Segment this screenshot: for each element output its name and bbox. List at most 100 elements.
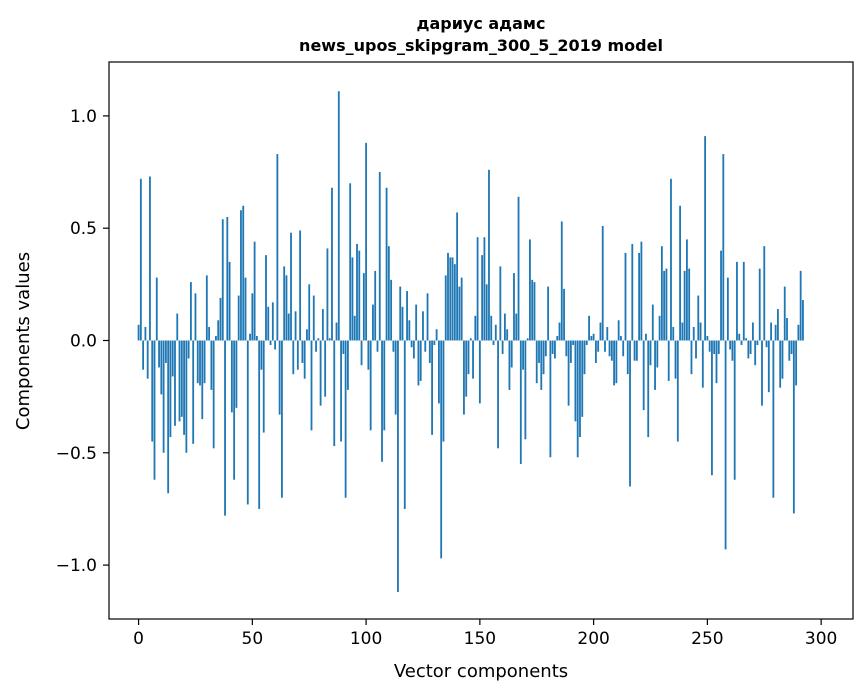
bar — [513, 273, 515, 341]
bar — [726, 277, 729, 341]
bar — [494, 324, 497, 341]
bar — [715, 340, 718, 384]
bar — [303, 340, 306, 379]
bar — [142, 340, 145, 370]
bar — [281, 340, 283, 498]
bar — [547, 286, 550, 341]
bar — [351, 257, 354, 341]
bar — [551, 340, 554, 354]
x-tick-label: 250 — [691, 629, 723, 649]
bar — [663, 270, 666, 341]
bar — [199, 340, 201, 386]
bar — [540, 340, 543, 390]
bar — [406, 291, 408, 341]
bar — [572, 340, 575, 345]
bar — [649, 340, 652, 366]
bar — [622, 340, 625, 357]
bar — [319, 340, 322, 406]
x-tick-label: 150 — [464, 629, 496, 649]
bar — [779, 340, 782, 388]
bar — [167, 340, 170, 494]
bar — [335, 322, 338, 341]
bar — [597, 340, 600, 352]
bar — [337, 91, 340, 341]
bar — [385, 187, 388, 341]
bar — [772, 340, 775, 498]
x-axis-label: Vector components — [394, 661, 568, 682]
bar — [569, 340, 572, 363]
bar — [212, 340, 215, 449]
bar — [237, 295, 240, 341]
bar — [215, 336, 217, 341]
bar — [367, 340, 370, 370]
bar — [510, 340, 513, 368]
bar — [440, 340, 443, 559]
bar — [720, 250, 722, 341]
bar — [269, 340, 272, 345]
bar — [244, 277, 247, 341]
bar — [729, 340, 732, 350]
bar — [786, 318, 788, 341]
bar — [171, 340, 174, 377]
bar — [169, 340, 172, 438]
bar — [365, 142, 368, 341]
bar — [560, 221, 563, 341]
bar — [208, 327, 211, 341]
bar — [221, 219, 224, 341]
bar — [640, 241, 643, 341]
bar — [701, 340, 704, 388]
bar — [651, 304, 654, 341]
bar — [217, 320, 220, 341]
bar — [724, 340, 727, 550]
bar — [588, 315, 590, 341]
bar — [631, 243, 634, 341]
bar — [278, 340, 281, 415]
bar — [394, 340, 397, 415]
bar — [606, 327, 609, 341]
bar — [362, 273, 365, 341]
bar — [765, 340, 768, 348]
bar — [317, 338, 320, 341]
bar — [767, 340, 770, 393]
bar — [246, 340, 249, 505]
bar — [492, 340, 495, 345]
bar — [178, 340, 181, 422]
bar — [660, 246, 663, 341]
chart-title: дариус адамс — [417, 14, 546, 33]
chart-subtitle: news_upos_skipgram_300_5_2019 model — [299, 36, 663, 55]
bar — [692, 327, 695, 341]
bar — [403, 340, 406, 509]
bar — [285, 275, 288, 341]
bar — [590, 336, 593, 341]
bar — [401, 306, 404, 341]
bar — [749, 340, 752, 354]
bar — [160, 340, 163, 395]
bar — [428, 340, 431, 363]
bar — [422, 311, 424, 341]
bar — [499, 266, 502, 341]
bar — [296, 340, 299, 370]
bar — [774, 324, 777, 341]
bar — [312, 295, 315, 341]
bar — [139, 178, 142, 341]
bar — [731, 340, 734, 361]
bar — [451, 257, 454, 341]
bar — [158, 340, 160, 368]
y-axis: −1.0 −0.5 0.0 0.5 1.0 — [56, 107, 109, 576]
bar — [665, 268, 668, 341]
bar — [783, 286, 786, 341]
bar — [556, 336, 559, 341]
bar — [599, 322, 602, 341]
bar — [740, 340, 743, 345]
bar — [601, 225, 604, 341]
bar — [667, 340, 670, 381]
bar — [797, 324, 800, 341]
bar — [415, 304, 418, 341]
bar — [758, 268, 761, 341]
bar — [235, 340, 238, 408]
bar — [146, 340, 149, 379]
bar — [399, 286, 402, 341]
bar — [610, 340, 613, 361]
bar — [346, 340, 349, 390]
bar — [533, 282, 536, 341]
